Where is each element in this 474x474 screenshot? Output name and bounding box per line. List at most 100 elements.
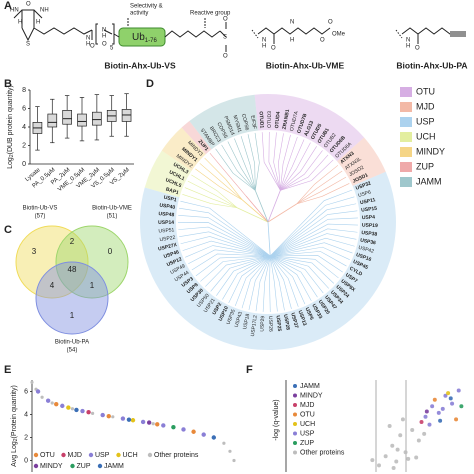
point [146,420,152,425]
leaf-label: USP17L2 [250,315,259,337]
branch [269,255,285,311]
branch [247,134,256,191]
point [70,407,74,411]
leaf-label: USP48 [158,211,174,218]
point [45,398,51,403]
venn-set-name: Biotin-Ub-VS [23,206,58,212]
annotation: activity [130,11,148,17]
venn-count: 1 [70,311,75,320]
legend-swatch [400,117,412,127]
legend-marker [293,450,297,455]
branch [296,176,347,205]
branch [191,253,271,271]
branch [280,146,317,191]
atom: S [26,42,30,48]
branch [182,240,271,257]
clade-band [337,137,386,186]
y-tick-label: 6 [24,388,28,395]
legend-label: JAMM [416,176,442,186]
legend-label: Other proteins [154,452,199,459]
point [232,458,236,463]
legend-label: MINDY [300,392,323,399]
point [171,424,176,430]
branch [273,132,281,191]
leaf-label: USP25 [275,315,283,332]
point [201,432,206,437]
pointer [127,18,206,28]
branch [280,150,323,191]
leaf-label: USP18 [242,313,251,330]
branch [195,255,271,277]
atom: N [290,20,294,26]
panel-label: B [4,78,12,90]
branch [267,190,281,223]
leaf-label: ZRANB1 [282,109,291,130]
leaf-label: USP14 [158,220,174,226]
clade-band [161,127,206,171]
branch [270,237,355,257]
legend-label: UCH [123,452,138,459]
atom: N [86,36,90,42]
point [406,456,411,461]
annotation: Selectivity & [130,4,163,10]
branch [296,183,350,205]
leaf-label: USP37 [289,312,299,329]
y-axis-label-text: (DUB protein quantity) [7,85,14,154]
venn-set-total: (51) [107,214,118,220]
leaf-label: USP6 [357,189,371,198]
leaf-label: USP51 [158,227,175,234]
branch [240,136,256,191]
point [91,411,95,415]
point [436,410,441,415]
point [370,458,375,463]
branch [270,251,347,267]
branch [254,190,269,223]
leaf-label: EIF3F [249,115,257,129]
atom: H [406,44,410,50]
point [459,404,464,409]
ome: OMe [332,32,346,38]
branch [199,163,243,201]
branch [269,255,278,312]
branch [296,165,339,205]
atom: O [223,54,228,60]
venn-set [55,225,129,299]
y-axis-label-sub: 2 [13,438,19,441]
branch [241,255,271,309]
leaf-label: USP5 [304,307,315,322]
venn-count: 48 [68,265,77,274]
branch [254,132,260,191]
branch [221,144,256,191]
compound-name: Biotin-Ahx-Ub-PA [396,60,467,70]
point [222,441,226,445]
venn-count: 4 [50,281,55,290]
atom: H [18,20,22,26]
legend-marker [88,452,94,458]
point [422,431,427,436]
point [120,416,126,421]
branch [270,255,329,289]
legend-swatch [400,102,412,112]
point [30,380,34,384]
branch [268,132,281,191]
point [440,406,445,411]
legend-label: UCH [300,421,315,428]
legend-marker [293,384,297,388]
point [414,455,419,460]
atom: O [102,42,107,48]
point [130,418,136,423]
branch [270,255,318,298]
point [438,418,443,423]
branch [248,255,271,311]
venn-set-name: Biotin-Ub-PA [55,340,89,346]
point [151,422,155,426]
branch [200,255,271,282]
legend-label: MJD [416,101,435,111]
point [395,447,400,452]
branch [280,159,334,191]
point [155,422,160,427]
atom: H [86,42,90,48]
point [228,449,232,453]
compound-name: Biotin-Ahx-Ub-VS [104,60,176,70]
point [35,389,41,394]
